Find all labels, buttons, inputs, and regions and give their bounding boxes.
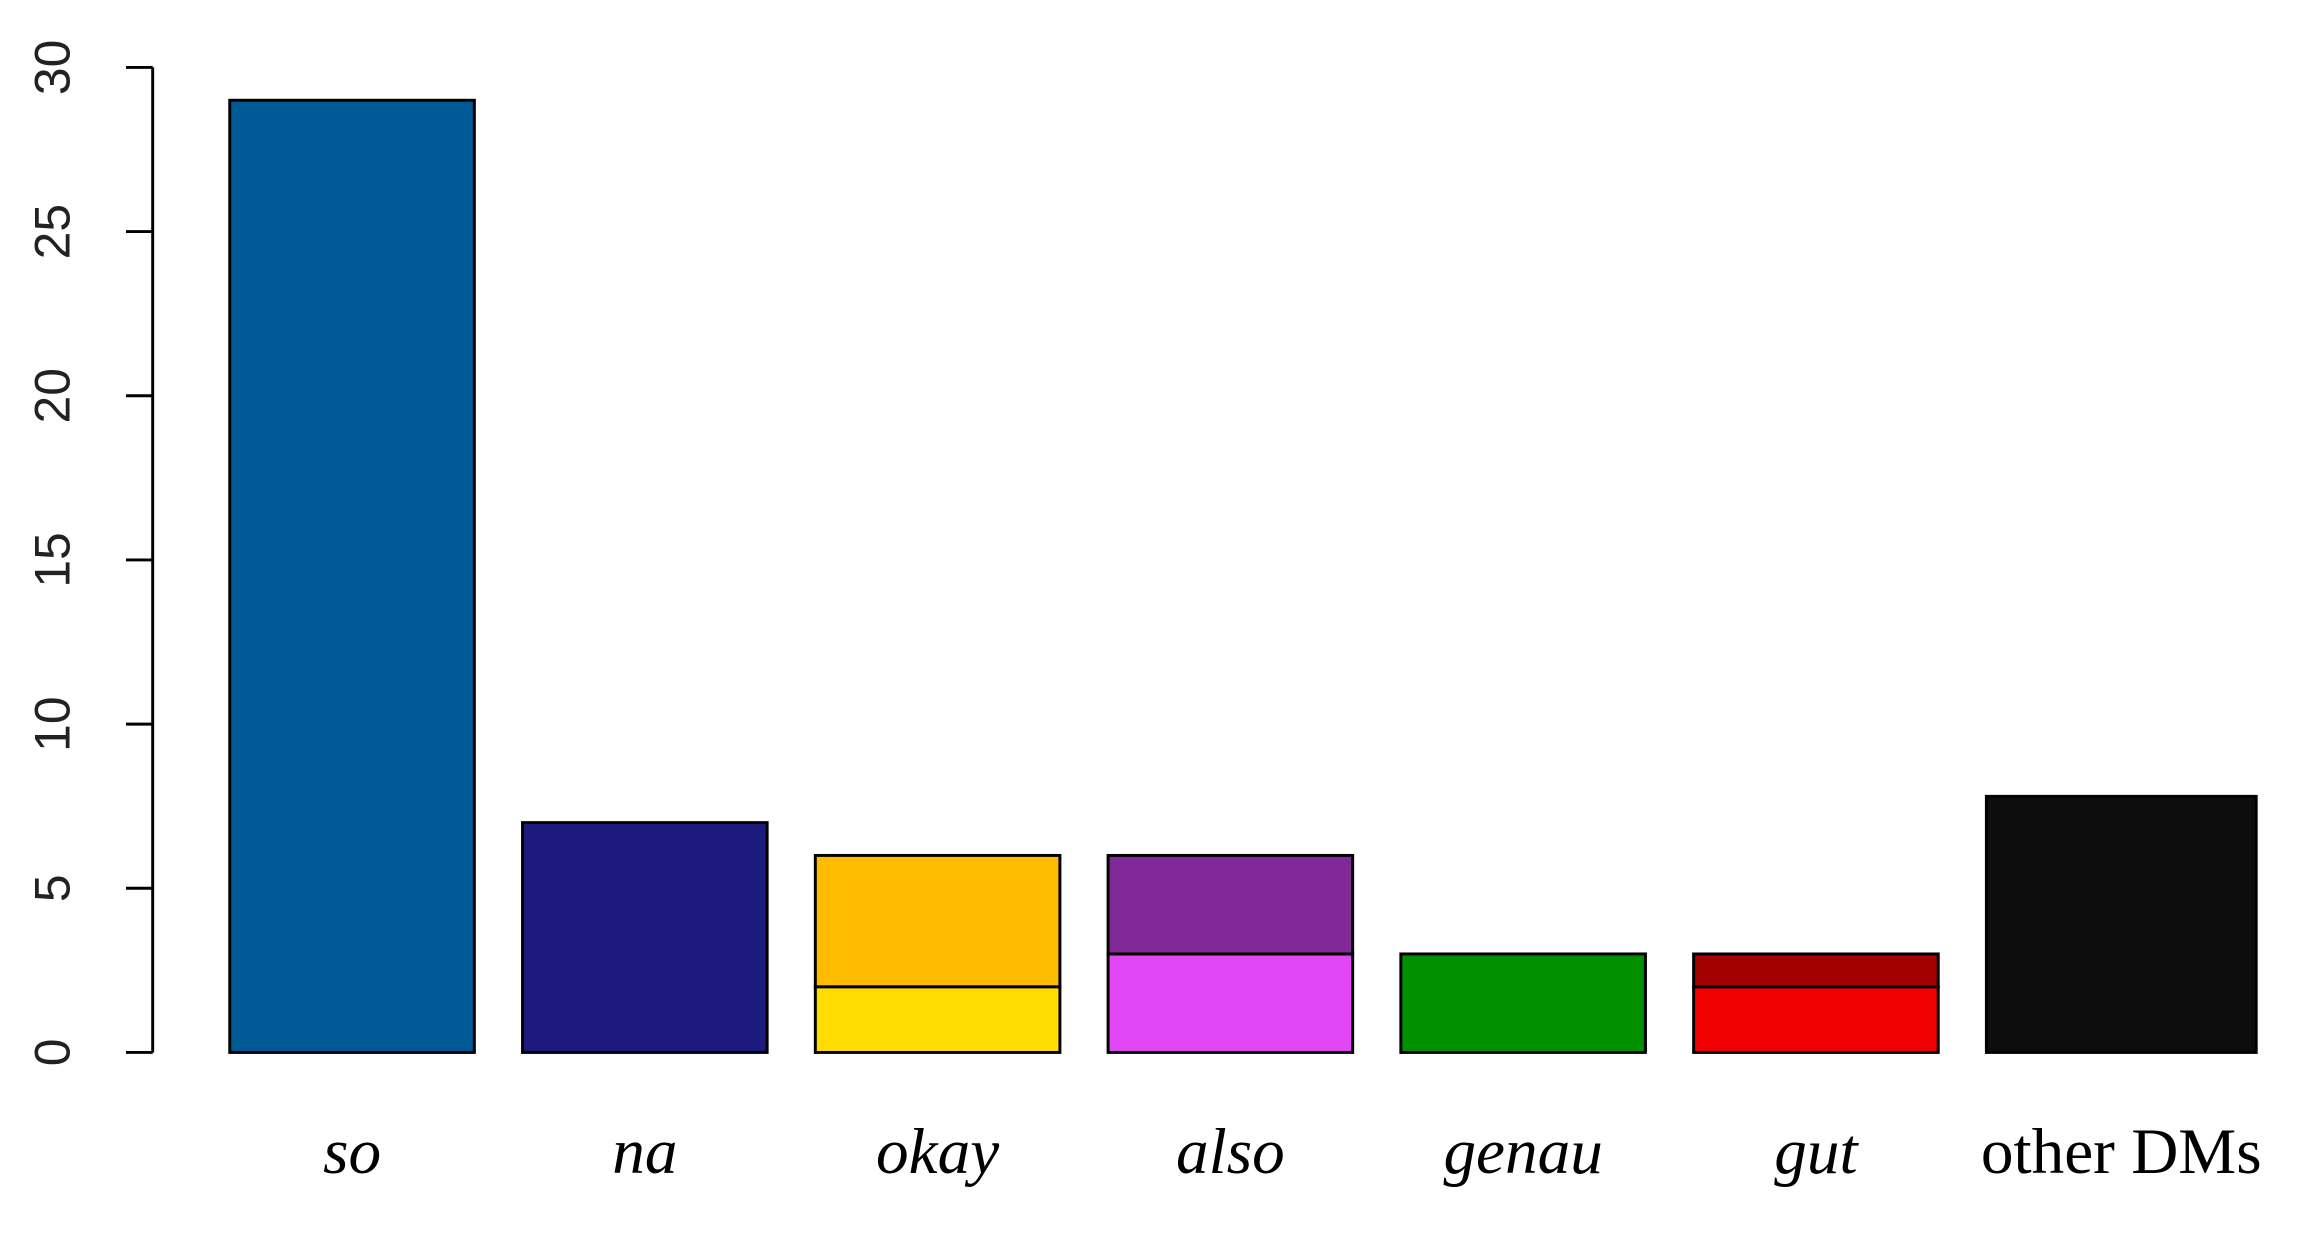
bar-segment	[1984, 794, 2258, 1054]
bar-segment	[1106, 853, 1355, 956]
y-tick-label: 30	[24, 40, 80, 95]
x-tick-label: other DMs	[1981, 1116, 2262, 1188]
x-tick-label: okay	[876, 1116, 999, 1188]
bar-segment	[1692, 952, 1940, 989]
y-tick-label: 25	[24, 204, 80, 259]
x-tick-label: na	[612, 1116, 677, 1188]
x-tick-label: genau	[1443, 1116, 1602, 1188]
y-tick-label: 0	[24, 1039, 80, 1067]
bar-segment	[521, 821, 769, 1054]
bar-segment	[813, 985, 1062, 1054]
bar-segment	[1399, 952, 1647, 1054]
x-tick-label: so	[323, 1116, 381, 1188]
bar-segment	[813, 853, 1062, 989]
y-tick-label: 15	[24, 532, 80, 587]
bar-segment	[1692, 985, 1940, 1054]
x-tick-label: also	[1176, 1116, 1285, 1188]
x-tick-label: gut	[1774, 1116, 1859, 1188]
bar-segment	[1106, 952, 1355, 1054]
bar-segment	[228, 98, 476, 1054]
y-tick-label: 20	[24, 368, 80, 423]
y-tick-label: 5	[24, 874, 80, 902]
y-tick-label: 10	[24, 696, 80, 751]
